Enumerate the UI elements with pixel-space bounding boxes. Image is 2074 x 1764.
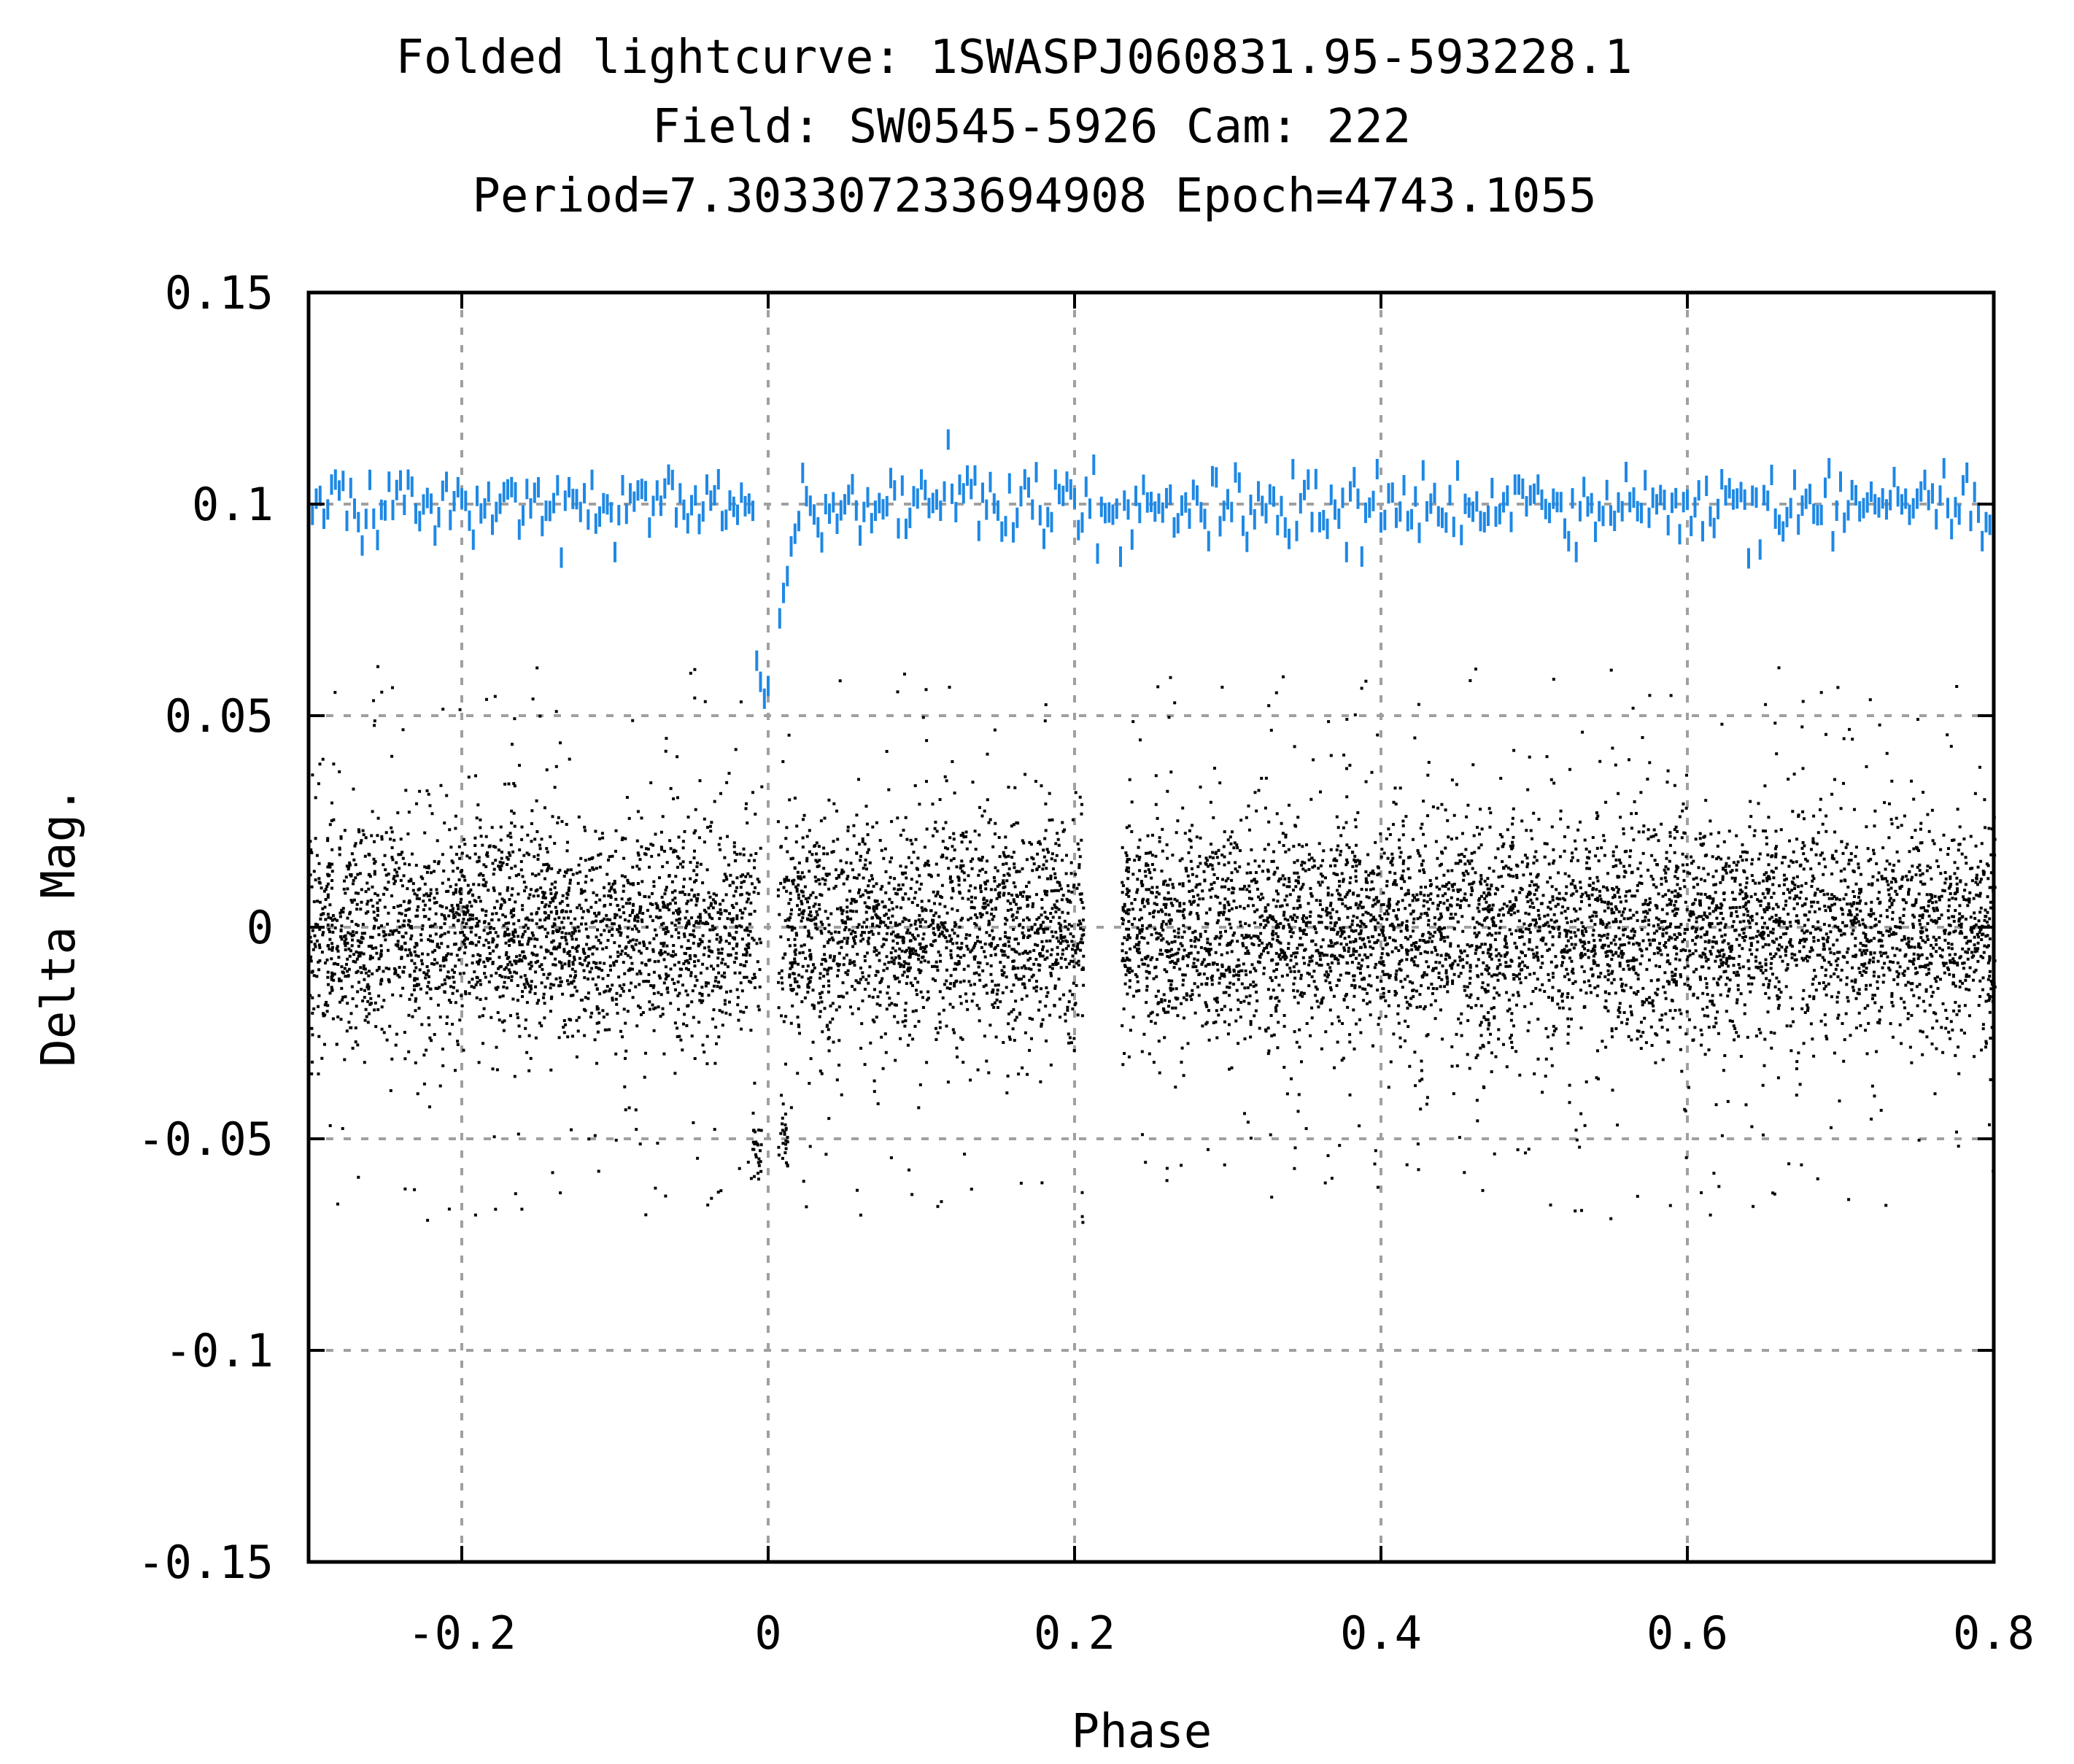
y-tick-label: -0.05 [137, 1113, 274, 1166]
y-tick-label: 0.05 [165, 689, 274, 743]
x-tick-label: -0.2 [407, 1606, 516, 1660]
title-line-3: Period=7.30330723369​4908 Epoch=4743.105… [472, 169, 1596, 223]
x-axis-label: Phase [1072, 1705, 1212, 1759]
binned-curve-bars [307, 429, 1995, 709]
x-tick-label: 0.4 [1340, 1606, 1422, 1660]
y-axis-label: Delta Mag. [32, 786, 86, 1067]
y-tick-label: 0 [247, 901, 274, 954]
y-tick-label: 0.15 [165, 266, 274, 320]
y-tick-labels: -0.15 -0.1 -0.05 0 0.05 0.1 0.15 [137, 266, 274, 1589]
chart-title: Folded lightcurve: 1SWASPJ060831.95-5932… [395, 31, 1632, 223]
raw-points-series [309, 665, 1997, 1224]
x-tick-labels: -0.2 0 0.2 0.4 0.6 0.8 [407, 1606, 2035, 1660]
y-tick-label: -0.15 [137, 1536, 274, 1589]
x-tick-label: 0.6 [1647, 1606, 1728, 1660]
y-tick-label: 0.1 [192, 478, 274, 531]
binned-curve-series [307, 429, 1995, 709]
title-line-1: Folded lightcurve: 1SWASPJ060831.95-5932… [395, 31, 1632, 85]
x-tick-label: 0.8 [1953, 1606, 2035, 1660]
y-tick-label: -0.1 [165, 1324, 274, 1377]
raw-data-points [309, 665, 1997, 1224]
title-line-2: Field: SW0545-5926 Cam: 222 [652, 100, 1411, 154]
plot-frame [306, 290, 1996, 1564]
x-tick-label: 0 [754, 1606, 781, 1660]
x-tick-label: 0.2 [1034, 1606, 1115, 1660]
